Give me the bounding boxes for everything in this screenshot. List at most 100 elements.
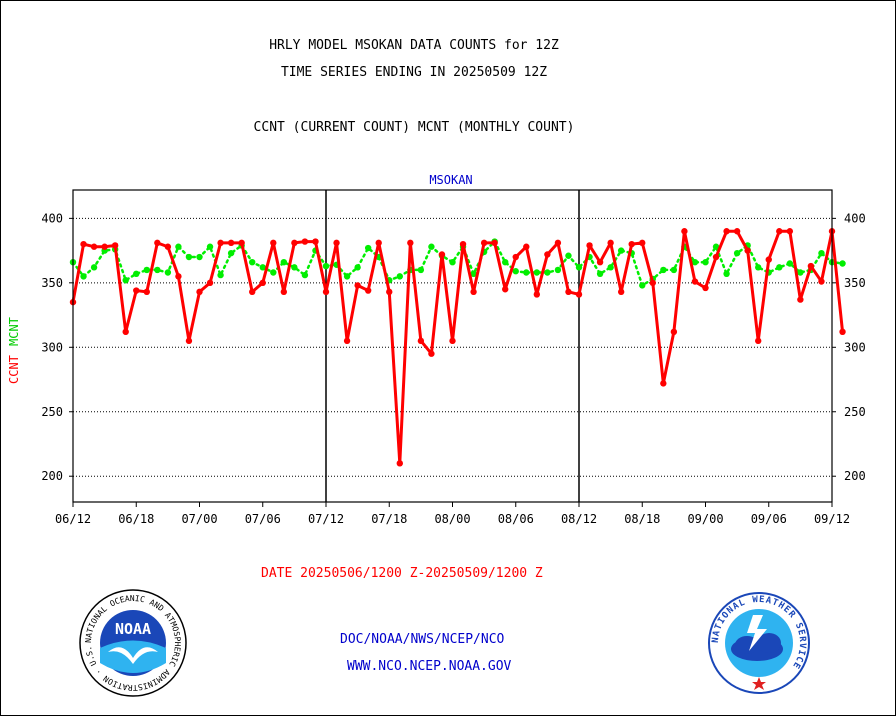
ccnt-point: [396, 460, 403, 467]
ccnt-point: [681, 228, 688, 235]
x-tick-label: 07/00: [181, 512, 217, 526]
plot-border: [72, 189, 833, 503]
mcnt-point: [249, 258, 256, 266]
mcnt-point: [428, 243, 435, 250]
ccnt-point: [617, 288, 625, 296]
mcnt-point: [417, 266, 425, 274]
ccnt-point: [565, 288, 572, 296]
mcnt-point: [154, 266, 161, 274]
ccnt-point: [122, 328, 129, 336]
ccnt-point: [733, 228, 741, 235]
ccnt-point: [217, 239, 224, 247]
mcnt-point: [196, 253, 203, 261]
ccnt-point: [596, 258, 604, 266]
mcnt-point: [133, 270, 140, 278]
ccnt-point: [249, 288, 256, 296]
ccnt-point: [164, 243, 172, 250]
ccnt-point: [575, 291, 583, 298]
x-tick-label: 08/06: [498, 512, 534, 526]
mcnt-point: [164, 269, 172, 276]
y-tick-label-right: 400: [844, 211, 866, 225]
ccnt-point: [449, 337, 456, 345]
mcnt-point: [227, 249, 235, 257]
noaa-logo: NATIONAL OCEANIC AND ATMOSPHERIC ADMINIS…: [76, 581, 188, 698]
ccnt-point: [101, 243, 108, 250]
mcnt-point: [185, 253, 193, 261]
y-tick-label-right: 350: [844, 276, 866, 290]
url-line: WWW.NCO.NCEP.NOAA.GOV: [347, 659, 512, 674]
mcnt-point: [691, 258, 699, 266]
mcnt-point: [122, 277, 129, 284]
mcnt-point: [80, 273, 87, 280]
org-line: DOC/NOAA/NWS/NCEP/NCO: [340, 632, 505, 647]
y-tick-label-left: 400: [41, 211, 63, 225]
ccnt-point: [333, 239, 340, 247]
y-axis-label: CCNT MCNT: [7, 317, 21, 384]
y-tick-label-right: 200: [844, 469, 866, 483]
ccnt-point: [765, 256, 772, 263]
chart-title-line2: TIME SERIES ENDING IN 20250509 12Z: [280, 65, 548, 80]
ccnt-point: [280, 288, 288, 296]
mcnt-point: [660, 266, 667, 274]
ccnt-point: [691, 278, 699, 285]
mcnt-point: [396, 273, 403, 280]
mcnt-point: [449, 258, 456, 266]
ccnt-point: [270, 239, 277, 247]
mcnt-point: [322, 262, 330, 270]
mcnt-point: [596, 270, 604, 278]
y-tick-label-left: 200: [41, 469, 63, 483]
mcnt-point: [776, 264, 783, 271]
mcnt-point: [470, 270, 477, 278]
ccnt-point: [143, 288, 150, 296]
mcnt-point: [839, 260, 846, 267]
line-chart: MSOKAN CCNT MCNT 200 200 250 250 300 300 350 35…: [7, 173, 866, 526]
ccnt-point: [712, 253, 720, 261]
mcnt-point: [291, 264, 298, 271]
ccnt-point: [111, 242, 119, 249]
y-axis-label-mcnt: MCNT: [7, 317, 21, 346]
mcnt-point: [90, 264, 98, 271]
mcnt-point: [364, 244, 372, 252]
mcnt-point: [554, 266, 562, 274]
mcnt-point: [280, 258, 288, 266]
ccnt-point: [364, 287, 372, 294]
ccnt-point: [649, 279, 656, 287]
ccnt-point: [628, 240, 635, 248]
ccnt-point: [776, 228, 783, 235]
mcnt-point: [670, 266, 678, 274]
mcnt-point: [575, 264, 583, 271]
mcnt-point: [143, 266, 150, 274]
ccnt-point: [196, 288, 203, 296]
mcnt-point: [723, 270, 730, 278]
ccnt-point: [90, 243, 98, 250]
day-divider-layer: [325, 190, 580, 502]
ccnt-point: [185, 337, 193, 345]
ccnt-point: [544, 251, 551, 258]
ccnt-point: [786, 228, 794, 235]
ccnt-point: [206, 279, 214, 287]
mcnt-point: [175, 243, 182, 250]
x-tick-label: 08/18: [624, 512, 660, 526]
mcnt-point: [639, 282, 646, 289]
ccnt-point: [175, 273, 182, 280]
mcnt-point: [733, 249, 741, 257]
ccnt-point: [407, 239, 414, 247]
ccnt-point: [154, 239, 161, 247]
mcnt-point: [712, 243, 720, 250]
mcnt-point: [270, 269, 277, 276]
x-tick-label: 06/18: [118, 512, 154, 526]
y-tick-label-left: 300: [41, 340, 63, 354]
ccnt-point: [301, 238, 309, 245]
ccnt-point: [417, 337, 425, 345]
x-tick-label: 09/00: [687, 512, 723, 526]
y-tick-label-left: 350: [41, 276, 63, 290]
mcnt-point: [502, 258, 509, 266]
ccnt-point: [523, 243, 530, 250]
ccnt-point: [343, 337, 351, 345]
ccnt-point: [354, 282, 361, 289]
y-tick-label-left: 250: [41, 405, 63, 419]
chart-subtitle: CCNT (CURRENT COUNT) MCNT (MONTHLY COUNT…: [253, 120, 575, 135]
mcnt-point: [617, 247, 625, 254]
ccnt-point: [839, 328, 846, 336]
y-tick-label-right: 300: [844, 340, 866, 354]
